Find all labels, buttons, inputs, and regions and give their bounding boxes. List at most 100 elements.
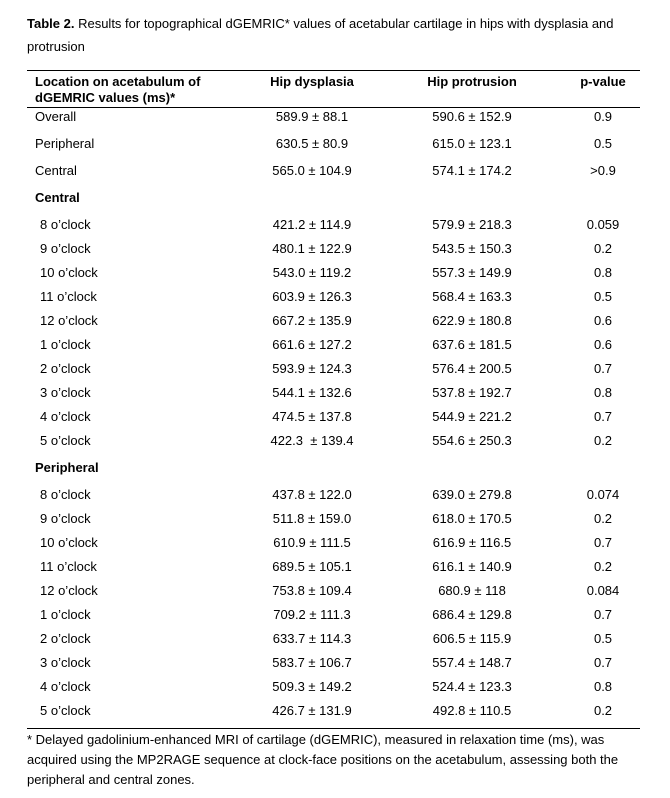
value-cell: 0.7 xyxy=(593,361,613,376)
value-cell: 537.8 ± 192.7 xyxy=(432,385,512,400)
footnote: * Delayed gadolinium-enhanced MRI of car… xyxy=(27,732,619,787)
row-label: 3 o’clock xyxy=(40,385,91,400)
caption: Table 2. Results for topographical dGEMR… xyxy=(27,12,647,58)
value-cell: 543.5 ± 150.3 xyxy=(432,241,512,256)
section-title: Central xyxy=(35,190,80,205)
value-cell: 0.084 xyxy=(586,583,620,598)
value-cell: 667.2 ± 135.9 xyxy=(272,313,352,328)
value-cell: 0.8 xyxy=(593,679,613,694)
value-cell: 615.0 ± 123.1 xyxy=(432,136,512,151)
row-label: 10 o’clock xyxy=(40,265,98,280)
value-cell: 574.1 ± 174.2 xyxy=(432,163,512,178)
value-cell: 0.9 xyxy=(593,109,613,124)
value-cell: 610.9 ± 111.5 xyxy=(273,535,351,550)
value-cell: 524.4 ± 123.3 xyxy=(432,679,512,694)
value-cell: 0.5 xyxy=(593,289,613,304)
value-cell: 543.0 ± 119.2 xyxy=(272,265,352,280)
value-cell: 639.0 ± 279.8 xyxy=(432,487,512,502)
row-label: 4 o’clock xyxy=(40,409,91,424)
row-label: 1 o’clock xyxy=(40,337,91,352)
value-cell: 618.0 ± 170.5 xyxy=(432,511,512,526)
section-title: Peripheral xyxy=(35,460,99,475)
value-cell: 0.8 xyxy=(593,265,613,280)
value-cell: 576.4 ± 200.5 xyxy=(432,361,512,376)
value-cell: 0.2 xyxy=(593,511,613,526)
row-label: 12 o’clock xyxy=(40,583,98,598)
value-cell: >0.9 xyxy=(590,163,616,178)
value-cell: 421.2 ± 114.9 xyxy=(272,217,352,232)
value-cell: 589.9 ± 88.1 xyxy=(275,109,349,124)
row-label: 3 o’clock xyxy=(40,655,91,670)
value-cell: 637.6 ± 181.5 xyxy=(432,337,512,352)
value-cell: 0.074 xyxy=(586,487,620,502)
value-cell: 0.7 xyxy=(593,655,613,670)
value-cell: 0.8 xyxy=(593,385,613,400)
value-cell: 474.5 ± 137.8 xyxy=(272,409,352,424)
value-cell: 554.6 ± 250.3 xyxy=(432,433,512,448)
value-cell: 480.1 ± 122.9 xyxy=(272,241,352,256)
value-cell: 689.5 ± 105.1 xyxy=(272,559,352,574)
row-label: 11 o’clock xyxy=(40,559,97,574)
value-cell: 544.9 ± 221.2 xyxy=(432,409,512,424)
row-label: Central xyxy=(35,163,77,178)
value-cell: 0.7 xyxy=(593,535,613,550)
value-cell: 616.1 ± 140.9 xyxy=(432,559,512,574)
header-cell: p-value xyxy=(580,74,626,89)
value-cell: 593.9 ± 124.3 xyxy=(272,361,352,376)
row-label: 4 o’clock xyxy=(40,679,91,694)
caption-text: Results for topographical dGEMRIC* value… xyxy=(27,16,614,54)
value-cell: 0.6 xyxy=(593,337,613,352)
value-cell: 0.6 xyxy=(593,313,613,328)
header-cell: Hip protrusion xyxy=(427,74,517,89)
header-rule xyxy=(27,107,640,108)
value-cell: 544.1 ± 132.6 xyxy=(272,385,352,400)
value-cell: 0.2 xyxy=(593,241,613,256)
value-cell: 686.4 ± 129.8 xyxy=(432,607,512,622)
value-cell: 565.0 ± 104.9 xyxy=(272,163,352,178)
value-cell: 0.7 xyxy=(593,409,613,424)
value-cell: 583.7 ± 106.7 xyxy=(272,655,352,670)
value-cell: 661.6 ± 127.2 xyxy=(272,337,352,352)
value-cell: 422.3 ± 139.4 xyxy=(270,433,354,448)
row-label: Peripheral xyxy=(35,136,95,151)
value-cell: 590.6 ± 152.9 xyxy=(432,109,512,124)
value-cell: 630.5 ± 80.9 xyxy=(275,136,349,151)
value-cell: 622.9 ± 180.8 xyxy=(432,313,512,328)
value-cell: 606.5 ± 115.9 xyxy=(432,631,512,646)
row-label: 5 o’clock xyxy=(40,433,91,448)
value-cell: 633.7 ± 114.3 xyxy=(272,631,352,646)
value-cell: 753.8 ± 109.4 xyxy=(272,583,352,598)
value-cell: 603.9 ± 126.3 xyxy=(272,289,352,304)
value-cell: 680.9 ± 118 xyxy=(438,583,506,598)
bottom-rule xyxy=(27,728,640,729)
top-rule xyxy=(27,70,640,71)
row-label: 1 o’clock xyxy=(40,607,91,622)
value-cell: 557.4 ± 148.7 xyxy=(432,655,512,670)
caption-label: Table 2. xyxy=(27,16,75,31)
value-cell: 0.7 xyxy=(593,607,613,622)
value-cell: 0.5 xyxy=(593,136,613,151)
row-label: 9 o’clock xyxy=(40,511,91,526)
row-label: 2 o’clock xyxy=(40,631,91,646)
value-cell: 579.9 ± 218.3 xyxy=(432,217,512,232)
value-cell: 0.059 xyxy=(586,217,620,232)
value-cell: 0.2 xyxy=(593,559,613,574)
value-cell: 426.7 ± 131.9 xyxy=(272,703,352,718)
row-label: 8 o’clock xyxy=(40,217,91,232)
header-cell: Location on acetabulum of dGEMRIC values… xyxy=(35,74,201,105)
value-cell: 0.2 xyxy=(593,703,613,718)
row-label: 12 o’clock xyxy=(40,313,98,328)
row-label: Overall xyxy=(35,109,77,124)
value-cell: 0.2 xyxy=(593,433,613,448)
value-cell: 511.8 ± 159.0 xyxy=(272,511,352,526)
row-label: 5 o’clock xyxy=(40,703,91,718)
value-cell: 437.8 ± 122.0 xyxy=(272,487,352,502)
value-cell: 568.4 ± 163.3 xyxy=(432,289,512,304)
value-cell: 509.3 ± 149.2 xyxy=(272,679,352,694)
row-label: 8 o’clock xyxy=(40,487,91,502)
header-cell: Hip dysplasia xyxy=(270,74,354,89)
row-label: 11 o’clock xyxy=(40,289,97,304)
row-label: 10 o’clock xyxy=(40,535,98,550)
value-cell: 616.9 ± 116.5 xyxy=(432,535,512,550)
